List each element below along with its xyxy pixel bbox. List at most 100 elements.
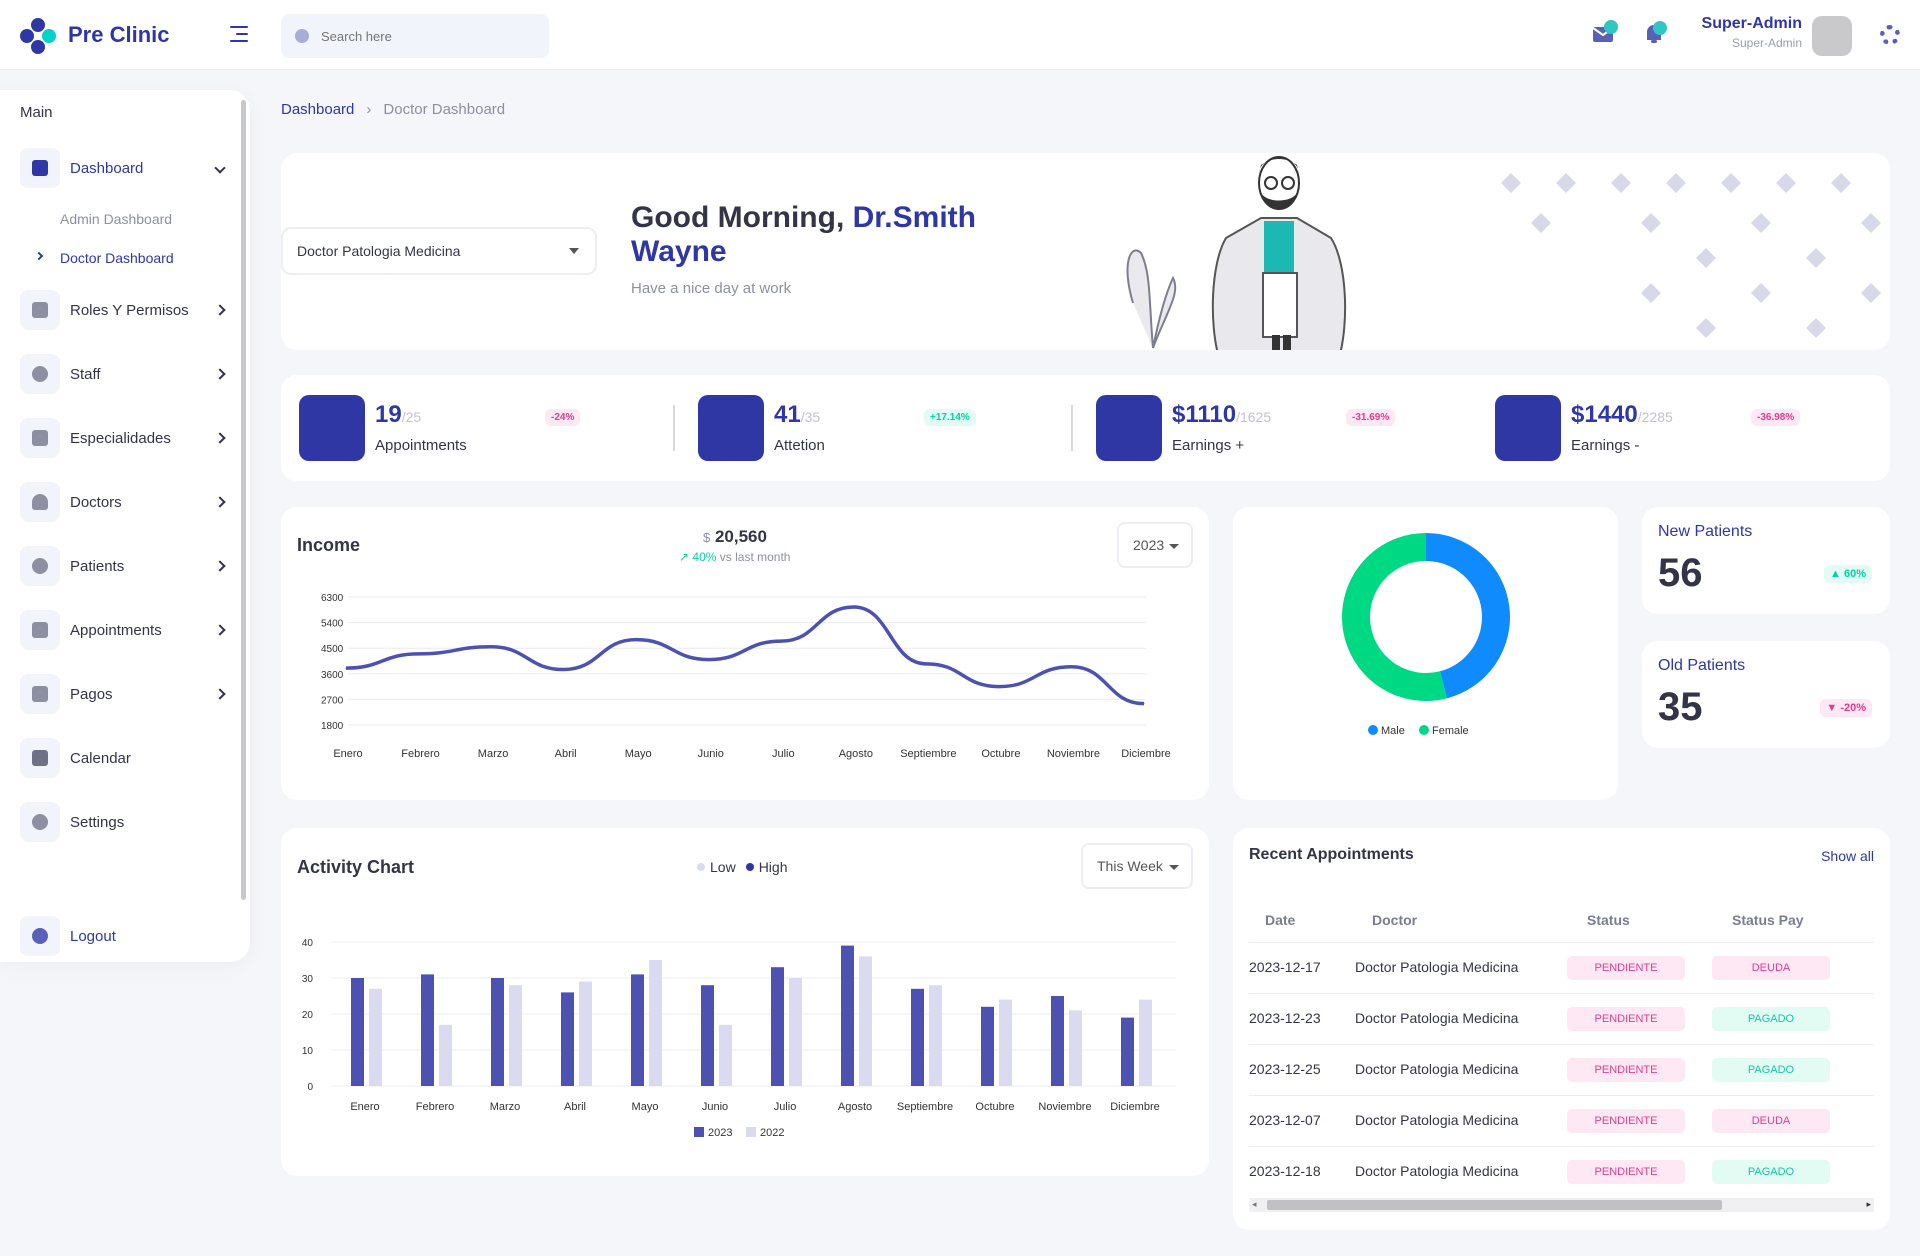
currency-symbol: $ [703,530,711,545]
table-row[interactable]: 2023-12-23 Doctor Patologia Medicina PEN… [1249,993,1874,1044]
divider [1071,405,1073,451]
breadcrumb-root[interactable]: Dashboard [281,101,355,118]
status-badge: PENDIENTE [1567,956,1685,980]
bar-2023 [631,974,644,1086]
sidebar-item-calendar[interactable]: Calendar [20,738,230,778]
stat-appointments: 19/25 Appointments -24% [299,395,659,461]
sidebar-subitem-doctor-dashboard[interactable]: Doctor Dashboard [60,250,174,266]
top-header: Pre Clinic Super-Admin Super-Admin [0,0,1920,70]
column-header-status-pay[interactable]: Status Pay [1732,912,1804,928]
sidebar-item-label: Appointments [70,621,162,639]
x-tick-label: Septiembre [897,1101,953,1113]
bar-2023 [1121,1017,1134,1086]
scroll-right-icon[interactable]: ▸ [1866,1199,1871,1209]
gender-donut-card: Male Female [1233,507,1618,800]
gear-icon[interactable] [1880,25,1900,45]
bar-2022 [509,985,522,1086]
staff-icon [20,354,60,394]
year-select[interactable]: 2023 [1117,522,1193,568]
status-badge: PENDIENTE [1567,1058,1685,1082]
chevron-down-icon [214,162,226,174]
scrollbar-thumb[interactable] [1267,1200,1722,1210]
bar-2022 [859,956,872,1086]
logo[interactable]: Pre Clinic [20,18,169,54]
menu-toggle-icon[interactable] [230,26,248,42]
bar-2023 [841,945,854,1086]
scroll-left-icon[interactable]: ◂ [1252,1199,1257,1209]
table-row[interactable]: 2023-12-25 Doctor Patologia Medicina PEN… [1249,1044,1874,1095]
status-badge: PENDIENTE [1567,1160,1685,1184]
chevron-right-icon [214,624,226,636]
mail-icon[interactable] [1590,18,1620,48]
bar-2022 [789,978,802,1086]
welcome-card: Doctor Patologia Medicina Good Morning, … [281,153,1890,350]
gear-icon [20,802,60,842]
cell-doctor: Doctor Patologia Medicina [1355,1112,1519,1128]
doctor-illustration [1126,156,1347,350]
sidebar-item-patients[interactable]: Patients [20,546,230,586]
doctor-name: Dr.Smith Wayne [631,201,976,268]
notification-icon[interactable] [1640,18,1670,48]
sidebar-item-roles[interactable]: Roles Y Permisos [20,290,230,330]
stat-label: Appointments [375,437,467,454]
x-tick-label: Julio [774,1101,797,1113]
legend-low: Low [697,859,736,875]
logout-button[interactable]: Logout [20,916,230,956]
sidebar-item-doctors[interactable]: Doctors [20,482,230,522]
show-all-link[interactable]: Show all [1821,848,1874,864]
roles-icon [20,290,60,330]
avatar[interactable] [1812,16,1852,56]
sidebar-subitem-admin-dashboard[interactable]: Admin Dashboard [60,211,173,227]
table-row[interactable]: 2023-12-07 Doctor Patologia Medicina PEN… [1249,1095,1874,1146]
stat-label: Earnings - [1571,437,1640,454]
column-header-status[interactable]: Status [1587,912,1630,928]
new-patients-badge: ▲ 60% [1824,565,1872,583]
sidebar-item-appointments[interactable]: Appointments [20,610,230,650]
breadcrumb-separator-icon: › [366,101,372,118]
x-tick-label: Febrero [401,748,440,760]
bar-2022 [929,985,942,1086]
income-data-point [563,669,565,671]
table-row[interactable]: 2023-12-17 Doctor Patologia Medicina PEN… [1249,942,1874,993]
stat-value: 41/35 [774,401,821,428]
bar-2023 [981,1006,994,1086]
stat-attention: 41/35 Attetion +17.14% [698,395,1058,461]
x-tick-label: Diciembre [1110,1101,1160,1113]
chevron-right-icon [34,251,44,261]
user-info[interactable]: Super-Admin Super-Admin [1702,15,1802,50]
bar-2023 [421,974,434,1086]
search-box[interactable] [281,14,549,58]
chevron-right-icon [214,496,226,508]
sidebar-item-staff[interactable]: Staff [20,354,230,394]
greeting: Good Morning, Dr.Smith Wayne [631,201,1011,269]
activity-bar-chart: 0 10 20 30 40 Enero Febrero Marzo Abril Mayo Junio… [302,938,1176,1139]
pay-status-badge: DEUDA [1712,956,1830,980]
gender-donut-chart: Male Female [1342,533,1510,737]
income-series-line [345,605,1145,706]
column-header-doctor[interactable]: Doctor [1372,912,1418,928]
sidebar-item-label: Settings [70,813,125,831]
y-tick-label: 20 [302,1010,314,1021]
specialty-select[interactable]: Doctor Patologia Medicina [281,227,597,275]
chevron-right-icon [214,432,226,444]
income-data-point [998,686,1000,688]
cell-doctor: Doctor Patologia Medicina [1355,1163,1519,1179]
period-select[interactable]: This Week [1081,843,1193,889]
column-header-date[interactable]: Date [1265,912,1296,928]
x-tick-label: Diciembre [1121,748,1171,760]
sidebar-item-pagos[interactable]: Pagos [20,674,230,714]
sidebar-item-especialidades[interactable]: Especialidades [20,418,230,458]
income-data-point [1143,703,1145,705]
bar-2023 [911,988,924,1086]
bar-2023 [491,978,504,1086]
income-data-point [780,640,782,642]
sidebar-item-dashboard[interactable]: Dashboard [20,148,230,188]
search-input[interactable] [321,28,521,44]
patients-icon [20,546,60,586]
table-horizontal-scrollbar[interactable]: ◂ ▸ [1249,1198,1874,1212]
table-row[interactable]: 2023-12-18 Doctor Patologia Medicina PEN… [1249,1146,1874,1197]
sidebar-scrollbar[interactable] [241,100,246,900]
calendar-icon [299,395,365,461]
cell-doctor: Doctor Patologia Medicina [1355,1061,1519,1077]
sidebar-item-settings[interactable]: Settings [20,802,230,842]
